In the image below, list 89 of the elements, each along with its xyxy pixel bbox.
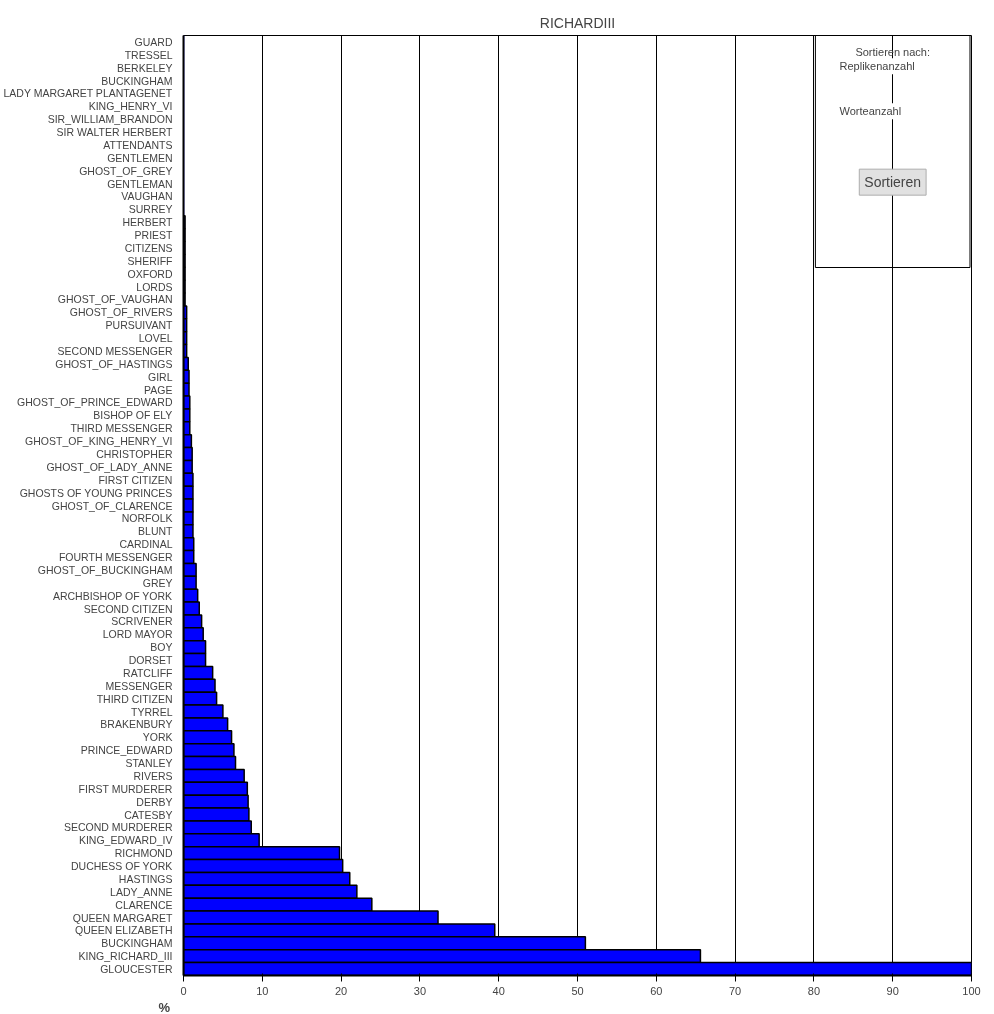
y-tick-label: DORSET [128, 654, 174, 667]
y-tick-label: GHOST_OF_VAUGHAN [57, 293, 173, 306]
y-tick-label: BERKELEY [117, 61, 173, 74]
y-tick-label: SECOND CITIZEN [83, 602, 173, 615]
y-tick-label: BISHOP OF ELY [93, 409, 173, 422]
x-tick-label: 10 [256, 984, 269, 997]
y-tick-label: GHOST_OF_BUCKINGHAM [37, 563, 173, 576]
y-tick-label: SECOND MESSENGER [57, 344, 173, 357]
y-tick-label: THIRD MESSENGER [70, 422, 173, 435]
y-tick-label: GHOST_OF_KING_HENRY_VI [25, 435, 173, 448]
y-tick-label: PURSUIVANT [105, 319, 174, 332]
y-tick-label: BLUNT [138, 525, 174, 538]
y-tick-label: GLOUCESTER [100, 963, 173, 976]
y-tick-label: PRIEST [134, 229, 174, 242]
y-tick-label: HERBERT [122, 216, 174, 229]
y-tick-label: GUARD [134, 35, 173, 48]
x-tick-label: 50 [571, 984, 584, 997]
x-tick-label: 60 [650, 984, 663, 997]
annotation: Worteanzahl [839, 105, 902, 118]
x-axis-title: % [158, 999, 171, 1014]
y-tick-label: GREY [142, 576, 173, 589]
y-tick-label: PRINCE_EDWARD [80, 744, 173, 757]
y-tick-label: SIR WALTER HERBERT [56, 126, 174, 139]
x-tick-label: 90 [886, 984, 899, 997]
y-tick-label: FOURTH MESSENGER [58, 551, 173, 564]
y-tick-label: GHOST_OF_GREY [79, 164, 173, 177]
y-tick-label: QUEEN ELIZABETH [75, 924, 173, 937]
y-tick-label: CLARENCE [115, 898, 173, 911]
y-tick-label: SECOND MURDERER [63, 821, 173, 834]
y-tick-label: LADY MARGARET PLANTAGENET [3, 87, 173, 100]
y-tick-label: QUEEN MARGARET [72, 911, 174, 924]
y-tick-label: KING_HENRY_VI [88, 100, 173, 113]
y-tick-label: LOVEL [138, 332, 173, 345]
y-tick-label: THIRD CITIZEN [96, 692, 173, 705]
y-tick-label: BRAKENBURY [100, 718, 173, 731]
y-tick-label: KING_EDWARD_IV [78, 834, 173, 847]
x-tick-label: 100 [962, 984, 981, 997]
y-tick-label: LORD MAYOR [102, 628, 173, 641]
chart-title: RICHARDIII [539, 14, 616, 31]
y-tick-label: OXFORD [127, 267, 173, 280]
x-tick-label: 80 [807, 984, 821, 997]
y-tick-label: GIRL [147, 370, 173, 383]
y-tick-label: ATTENDANTS [103, 138, 173, 151]
annotation: Sortieren [864, 174, 922, 191]
y-tick-label: FIRST CITIZEN [98, 473, 173, 486]
y-tick-label: CHRISTOPHER [96, 447, 173, 460]
y-tick-label: SIR_WILLIAM_BRANDON [47, 113, 173, 126]
y-tick-label: LORDS [136, 280, 173, 293]
x-tick-label: 40 [492, 984, 505, 997]
y-tick-label: CITIZENS [124, 241, 173, 254]
y-tick-label: YORK [142, 731, 173, 744]
y-tick-label: RICHMOND [114, 847, 173, 860]
x-tick-label: 20 [334, 984, 348, 997]
y-tick-label: GENTLEMEN [107, 151, 173, 164]
y-tick-label: MESSENGER [105, 679, 173, 692]
y-tick-label: KING_RICHARD_III [78, 950, 173, 963]
y-tick-label: RIVERS [133, 769, 173, 782]
y-tick-label: DUCHESS OF YORK [70, 860, 173, 873]
x-tick-label: 70 [728, 984, 742, 997]
y-tick-label: FIRST MURDERER [78, 782, 173, 795]
y-tick-label: NORFOLK [121, 512, 173, 525]
y-tick-label: BUCKINGHAM [101, 937, 173, 950]
y-tick-label: GHOST_OF_CLARENCE [51, 499, 173, 512]
y-tick-label: SURREY [128, 203, 173, 216]
y-tick-label: BUCKINGHAM [101, 74, 173, 87]
y-tick-label: GHOST_OF_RIVERS [69, 306, 173, 319]
x-tick-label: 30 [413, 984, 427, 997]
y-tick-label: RATCLIFF [123, 666, 173, 679]
y-tick-label: PAGE [144, 383, 173, 396]
y-tick-label: TRESSEL [124, 48, 173, 61]
y-tick-label: LADY_ANNE [110, 885, 173, 898]
y-tick-label: DERBY [136, 795, 173, 808]
y-tick-label: GENTLEMAN [107, 177, 173, 190]
y-tick-label: CATESBY [124, 808, 173, 821]
y-tick-label: GHOSTS OF YOUNG PRINCES [19, 486, 173, 499]
y-tick-label: GHOST_OF_HASTINGS [55, 357, 173, 370]
y-tick-label: SCRIVENER [111, 615, 173, 628]
y-tick-label: VAUGHAN [121, 190, 173, 203]
x-tick-label: 0 [180, 984, 187, 997]
y-tick-label: GHOST_OF_PRINCE_EDWARD [17, 396, 173, 409]
y-tick-label: TYRREL [131, 705, 173, 718]
y-tick-label: CARDINAL [119, 538, 173, 551]
y-tick-label: HASTINGS [118, 872, 173, 885]
y-tick-label: GHOST_OF_LADY_ANNE [46, 460, 173, 473]
annotation: Replikenanzahl [839, 60, 915, 73]
y-tick-label: BOY [150, 641, 173, 654]
y-tick-label: STANLEY [125, 757, 173, 770]
y-tick-label: SHERIFF [127, 254, 173, 267]
y-tick-label: ARCHBISHOP OF YORK [52, 589, 173, 602]
